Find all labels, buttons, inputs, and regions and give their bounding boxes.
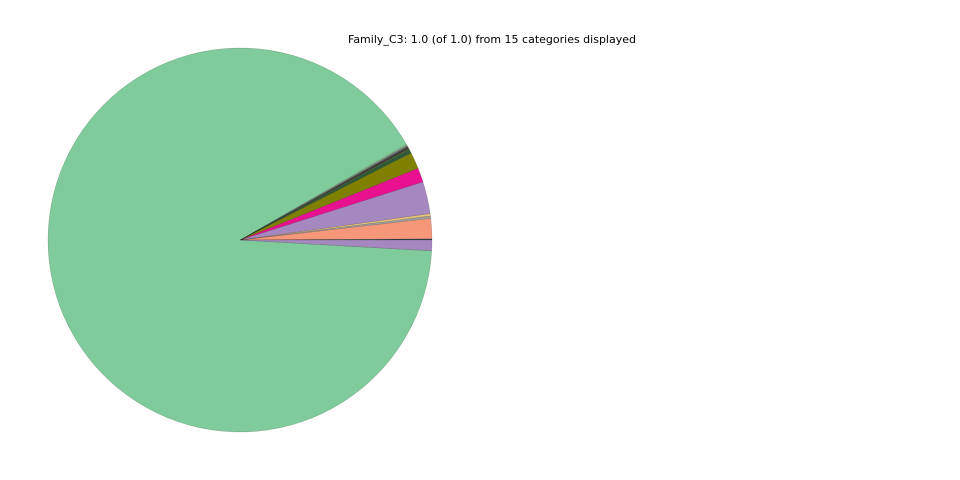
pie-slice <box>239 238 433 241</box>
pie-slice <box>239 181 431 241</box>
chart-title: Family_C3: 1.0 (of 1.0) from 15 categori… <box>348 33 636 46</box>
pie-slice <box>47 47 432 433</box>
pie-slice <box>239 148 410 241</box>
pie-slice <box>239 215 432 241</box>
pie-slice <box>239 147 410 241</box>
pie-slice <box>239 149 412 241</box>
pie-slice <box>239 152 419 241</box>
pie-slice <box>239 167 424 241</box>
pie-slice <box>239 218 433 241</box>
pie-slice <box>239 146 409 241</box>
pie-slice <box>239 239 433 252</box>
pie-slice <box>239 213 431 241</box>
pie-slice <box>239 144 408 241</box>
